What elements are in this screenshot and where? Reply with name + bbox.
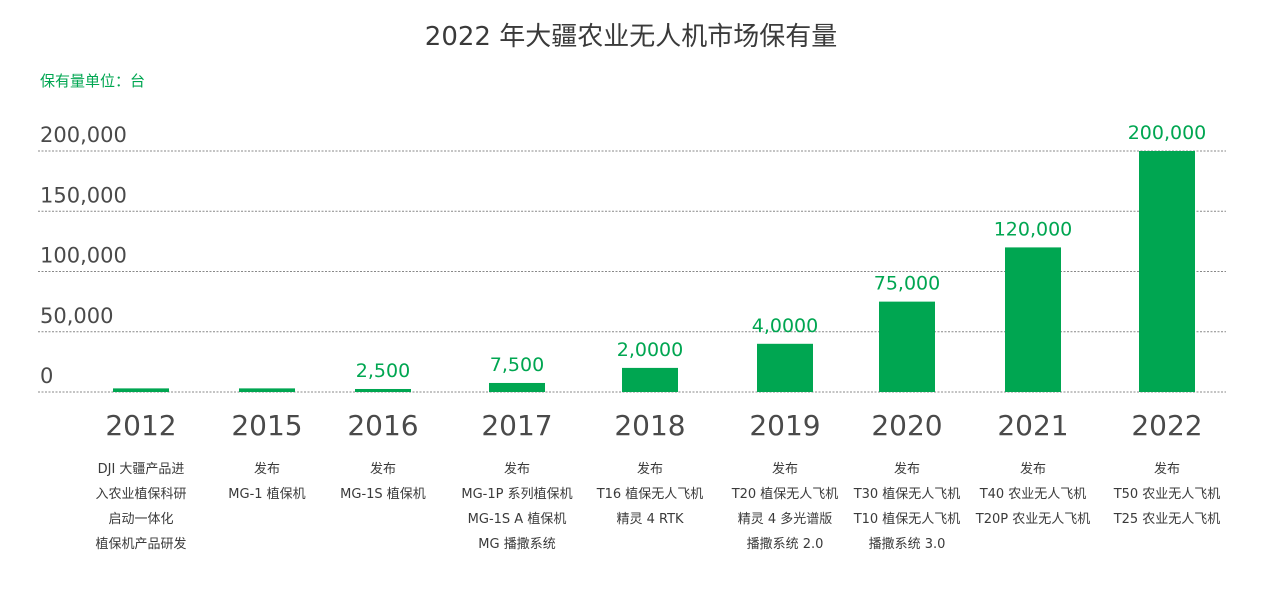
year-label: 2016	[347, 409, 418, 442]
description-line: 发布	[637, 461, 663, 477]
year-description: 发布 MG-1 植保机	[228, 461, 305, 502]
year-description: 发布 T50 农业无人飞机 T25 农业无人飞机	[1113, 461, 1221, 527]
bar	[239, 388, 295, 392]
bar	[622, 367, 678, 392]
year-description: 发布 MG-1P 系列植保机 MG-1S A 植保机 MG 播撒系统	[461, 461, 572, 552]
bar	[489, 382, 545, 392]
y-tick-label: 200,000	[40, 123, 127, 147]
unit-label: 保有量单位：台	[40, 72, 145, 90]
description-line: MG-1S A 植保机	[468, 512, 567, 527]
value-label: 4,0000	[752, 315, 818, 337]
description-line: 精灵 4 多光谱版	[738, 511, 833, 527]
description-line: 发布	[894, 461, 920, 477]
bars	[113, 151, 1195, 392]
year-label: 2012	[105, 409, 176, 442]
description-line: T50 农业无人飞机	[1113, 487, 1221, 502]
chart-title: 2022 年大疆农业无人机市场保有量	[425, 22, 837, 52]
value-label: 200,000	[1128, 122, 1207, 144]
description-line: T20 植保无人飞机	[731, 487, 839, 502]
year-description: 发布 MG-1S 植保机	[340, 461, 426, 502]
description-line: 植保机产品研发	[95, 536, 186, 552]
description-line: T10 植保无人飞机	[853, 512, 961, 527]
description-line: MG-1S 植保机	[340, 487, 426, 502]
y-axis-ticks: 0 50,000 100,000 150,000 200,000	[40, 123, 127, 388]
y-tick-label: 0	[40, 364, 53, 388]
description-line: 发布	[504, 461, 530, 477]
description-line: 精灵 4 RTK	[616, 512, 684, 527]
description-line: DJI 大疆产品进	[98, 462, 185, 477]
value-label: 120,000	[994, 218, 1073, 240]
description-line: 启动一体化	[108, 512, 173, 527]
bar	[355, 388, 411, 392]
description-line: 发布	[1020, 461, 1046, 477]
description-line: MG-1P 系列植保机	[461, 487, 572, 502]
description-line: 发布	[1154, 461, 1180, 477]
description-line: T40 农业无人飞机	[979, 487, 1087, 502]
description-line: T30 植保无人飞机	[853, 487, 961, 502]
description-line: 播撒系统 3.0	[869, 536, 946, 552]
description-line: MG-1 植保机	[228, 487, 305, 502]
description-line: 入农业植保科研	[95, 487, 186, 502]
description-line: 发布	[370, 461, 396, 477]
year-label: 2019	[749, 409, 820, 442]
description-line: 发布	[772, 461, 798, 477]
year-label: 2017	[481, 409, 552, 442]
description-line: 播撒系统 2.0	[747, 536, 824, 552]
year-label: 2021	[997, 409, 1068, 442]
value-label: 75,000	[874, 273, 940, 295]
bar	[1139, 151, 1195, 392]
bar	[1005, 247, 1061, 392]
gridlines	[38, 150, 1226, 393]
description-line: MG 播撒系统	[478, 536, 555, 552]
y-tick-label: 100,000	[40, 244, 127, 268]
x-axis-year-labels: 2012 2015 2016 2017 2018 2019 2020 2021 2022	[105, 409, 1202, 442]
year-description: 发布 T40 农业无人飞机 T20P 农业无人飞机	[975, 461, 1090, 527]
year-label: 2018	[614, 409, 685, 442]
description-line: T25 农业无人飞机	[1113, 512, 1221, 527]
bar	[757, 343, 813, 392]
bar	[879, 301, 935, 392]
value-label: 7,500	[490, 354, 544, 376]
description-line: T16 植保无人飞机	[596, 487, 704, 502]
year-label: 2020	[871, 409, 942, 442]
description-line: T20P 农业无人飞机	[975, 512, 1090, 527]
value-labels: 2,500 7,500 2,0000 4,0000 75,000 120,000 200,0…	[356, 122, 1206, 382]
y-tick-label: 50,000	[40, 304, 113, 328]
year-label: 2015	[231, 409, 302, 442]
value-label: 2,0000	[617, 339, 683, 361]
description-line: 发布	[254, 461, 280, 477]
bar	[113, 388, 169, 392]
y-tick-label: 150,000	[40, 183, 127, 207]
year-label: 2022	[1131, 409, 1202, 442]
value-label: 2,500	[356, 360, 410, 382]
